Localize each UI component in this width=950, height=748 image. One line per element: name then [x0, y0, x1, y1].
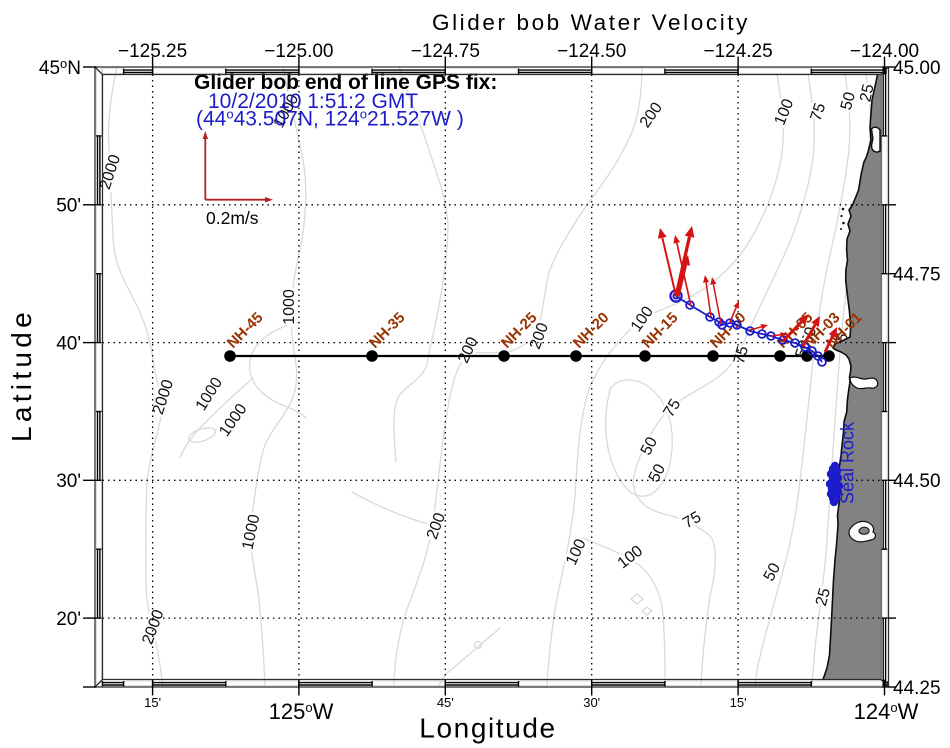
svg-text:45.00: 45.00	[893, 58, 941, 79]
svg-text:Glider bob Water Velocity: Glider bob Water Velocity	[432, 10, 750, 35]
svg-text:44.50: 44.50	[893, 471, 941, 492]
svg-text:44.75: 44.75	[893, 265, 941, 286]
svg-text:−125.00: −125.00	[264, 41, 333, 62]
svg-text:124oW: 124oW	[854, 699, 919, 724]
svg-text:−125.25: −125.25	[118, 41, 187, 62]
svg-text:20': 20'	[56, 609, 81, 630]
svg-text:50': 50'	[56, 196, 81, 217]
svg-text:44.25: 44.25	[893, 678, 941, 699]
svg-text:0.2m/s: 0.2m/s	[206, 208, 259, 228]
svg-text:−124.00: −124.00	[850, 41, 919, 62]
svg-text:30': 30'	[583, 695, 600, 710]
svg-text:Latitude: Latitude	[6, 308, 37, 442]
svg-text:45oN: 45oN	[39, 56, 81, 79]
svg-text:15': 15'	[144, 695, 161, 710]
svg-text:10/2/2010 1:51:2 GMT: 10/2/2010 1:51:2 GMT	[208, 90, 418, 113]
svg-text:−124.25: −124.25	[703, 41, 772, 62]
svg-text:Glider bob end of line GPS fix: Glider bob end of line GPS fix:	[194, 71, 497, 94]
svg-text:(44o43.507N, 124o21.527W ): (44o43.507N, 124o21.527W )	[196, 107, 464, 131]
svg-text:45': 45'	[437, 695, 454, 710]
svg-text:125oW: 125oW	[269, 699, 334, 724]
svg-text:30': 30'	[56, 471, 81, 492]
svg-text:−124.50: −124.50	[557, 41, 626, 62]
svg-text:Longitude: Longitude	[419, 713, 556, 744]
svg-text:−124.75: −124.75	[411, 41, 480, 62]
svg-text:40': 40'	[56, 333, 81, 354]
svg-text:15': 15'	[730, 695, 747, 710]
svg-text:Seal Rock: Seal Rock	[838, 421, 858, 504]
svg-text:1000: 1000	[281, 289, 298, 325]
